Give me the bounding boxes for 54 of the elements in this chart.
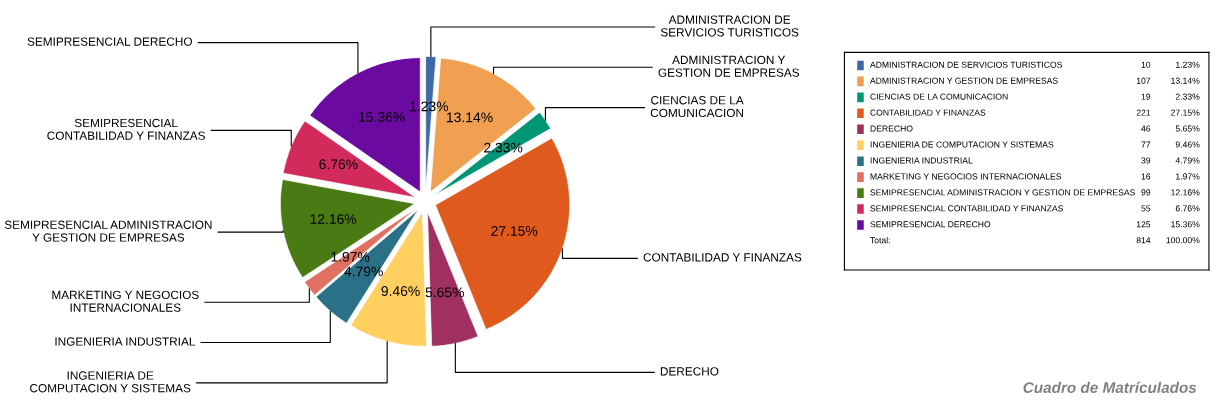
text: 19 xyxy=(1141,93,1151,100)
text: 55 xyxy=(1141,205,1151,212)
data-label: 27.15% xyxy=(491,225,538,236)
legend-label: CONTABILIDAD Y FINANZAS xyxy=(870,109,986,116)
slice-label: INGENIERIA DE COMPUTACION Y SISTEMAS xyxy=(30,371,191,393)
text: 1.97% xyxy=(1176,173,1200,180)
legend-label: SEMIPRESENCIAL CONTABILIDAD Y FINANZAS xyxy=(870,205,1064,212)
text: Cuadro de Matrículados xyxy=(1023,381,1197,393)
slice-label: SEMIPRESENCIAL ADMINISTRACION Y GESTION DE EMPRESAS xyxy=(4,220,212,242)
slice-label: CONTABILIDAD Y FINANZAS xyxy=(643,253,802,262)
legend-label: CIENCIAS DE LA COMUNICACION xyxy=(870,93,1008,100)
text: 27.15% xyxy=(1171,109,1200,116)
text: 16 xyxy=(1141,173,1151,180)
data-label: 12.16% xyxy=(310,214,357,225)
text: 814 xyxy=(1136,237,1151,244)
legend-label: SEMIPRESENCIAL DERECHO xyxy=(870,221,991,228)
text: 1.23% xyxy=(1176,61,1200,68)
text: 10 xyxy=(1141,61,1151,68)
legend-label: SEMIPRESENCIAL ADMINISTRACION Y GESTION DE EMPRESAS xyxy=(870,189,1135,196)
text: 5.65% xyxy=(1175,125,1200,132)
slice-label: ADMINISTRACION DE SERVICIOS TURISTICOS xyxy=(660,15,799,37)
slice-label: ADMINISTRACION Y GESTION DE EMPRESAS xyxy=(658,55,800,77)
legend-label: DERECHO xyxy=(870,125,913,132)
text: 2.33% xyxy=(1175,93,1200,100)
text: 125 xyxy=(1136,221,1151,228)
data-label: 6.76% xyxy=(319,159,358,170)
legend-label: ADMINISTRACION Y GESTION DE EMPRESAS xyxy=(869,77,1058,84)
text: Total: xyxy=(870,236,890,244)
text: 12.16% xyxy=(1171,189,1200,196)
text: 107 xyxy=(1136,77,1151,84)
slice-label: INGENIERIA INDUSTRIAL xyxy=(55,337,196,346)
legend-label: ADMINISTRACION DE SERVICIOS TURISTICOS xyxy=(869,61,1063,68)
slice-label: SEMIPRESENCIAL DERECHO xyxy=(27,37,192,46)
text: 46 xyxy=(1141,125,1151,132)
slice-label: DERECHO xyxy=(660,367,719,376)
text: 15.36% xyxy=(1171,221,1200,228)
text: 77 xyxy=(1141,141,1151,148)
text: 39 xyxy=(1141,157,1151,164)
category-label: SEMIPRESENCIAL CONTABILIDAD Y FINANZAS xyxy=(47,118,205,140)
text: 221 xyxy=(1136,109,1151,116)
legend-label: INGENIERIA INDUSTRIAL xyxy=(870,157,973,164)
text: 13.14% xyxy=(1171,77,1200,84)
text: 4.79% xyxy=(1175,157,1200,164)
text: 99 xyxy=(1141,189,1151,196)
data-label: 9.46% xyxy=(381,286,420,296)
legend-label: INGENIERIA DE COMPUTACION Y SISTEMAS xyxy=(870,141,1054,148)
text: 9.46% xyxy=(1175,141,1200,148)
text: 6.76% xyxy=(1175,205,1200,212)
slice-label: MARKETING Y NEGOCIOS INTERNACIONALES xyxy=(52,290,199,312)
legend-label: MARKETING Y NEGOCIOS INTERNACIONALES xyxy=(870,173,1062,180)
slice-label: CIENCIAS DE LA COMUNICACION xyxy=(650,96,744,118)
text: 100.00% xyxy=(1166,237,1200,244)
data-label: 15.36% xyxy=(359,112,405,122)
data-label: 13.14% xyxy=(447,112,493,123)
